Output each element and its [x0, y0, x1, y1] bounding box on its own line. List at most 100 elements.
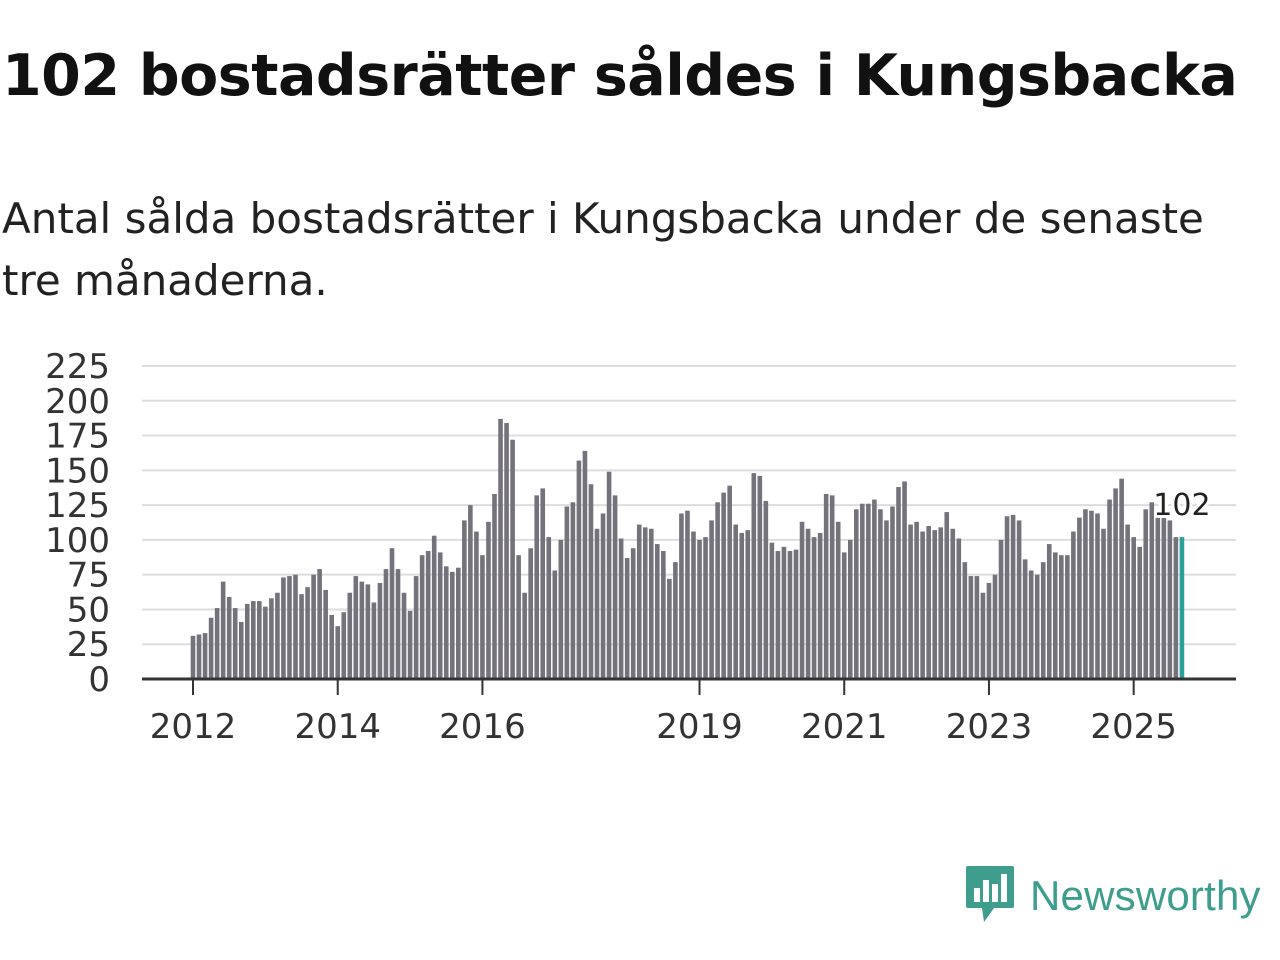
- bar: [1077, 517, 1082, 679]
- bar: [739, 532, 745, 679]
- bar: [998, 539, 1004, 679]
- bar: [281, 577, 286, 679]
- bar: [287, 576, 292, 679]
- bar: [341, 612, 347, 679]
- bar: [992, 574, 998, 679]
- chart-subtitle: Antal sålda bostadsrätter i Kungsbacka u…: [2, 194, 1204, 305]
- y-tick-label: 175: [45, 417, 110, 457]
- bar: [257, 601, 262, 679]
- bar: [956, 538, 962, 679]
- bar: [275, 592, 280, 679]
- bar: [1046, 544, 1052, 679]
- bar: [697, 539, 702, 679]
- bar: [908, 524, 913, 679]
- bar: [1010, 514, 1016, 679]
- bar-series: [190, 418, 1185, 679]
- bar: [214, 608, 220, 679]
- bar: [884, 520, 889, 679]
- bar: [329, 615, 334, 679]
- bar: [323, 589, 328, 679]
- bar: [1059, 555, 1064, 679]
- bar: [359, 581, 365, 679]
- bar: [823, 493, 829, 679]
- bar: [745, 530, 751, 679]
- bar: [709, 520, 714, 679]
- bar: [962, 562, 968, 679]
- bar: [443, 566, 449, 679]
- bar: [673, 562, 678, 679]
- bar: [353, 576, 359, 679]
- bar: [896, 487, 901, 679]
- bar: [594, 528, 600, 679]
- bar: [365, 584, 371, 679]
- bar-highlight: [1179, 537, 1185, 679]
- y-tick-label: 25: [67, 625, 110, 665]
- bar: [715, 502, 720, 679]
- bar: [721, 492, 726, 679]
- bar: [564, 506, 570, 679]
- bar: [486, 521, 491, 679]
- bar: [1137, 546, 1143, 679]
- bar: [1101, 528, 1106, 679]
- annotations: 102: [1150, 485, 1213, 526]
- bar: [932, 530, 937, 679]
- bar: [1107, 499, 1112, 679]
- bar: [293, 574, 298, 679]
- bar: [1161, 513, 1167, 679]
- bar: [974, 576, 980, 679]
- bar: [775, 551, 781, 679]
- bar: [636, 524, 642, 679]
- bar: [1125, 524, 1130, 679]
- bar: [244, 603, 250, 679]
- bar: [805, 528, 811, 679]
- chart-title: 102 bostadsrätter såldes i Kungsbacka: [2, 43, 1238, 109]
- bar: [413, 576, 419, 679]
- bar: [269, 598, 274, 679]
- bar: [456, 567, 461, 679]
- bar: [914, 521, 919, 679]
- bar: [1167, 520, 1173, 679]
- bar: [841, 552, 847, 679]
- bar: [431, 535, 437, 679]
- bar: [570, 502, 576, 679]
- bar: [311, 574, 316, 679]
- bar: [1143, 509, 1149, 679]
- bar: [540, 488, 546, 679]
- bar: [847, 539, 853, 679]
- bar: [1089, 510, 1094, 679]
- bar: [606, 471, 612, 679]
- bar: [618, 538, 624, 679]
- y-tick-label: 50: [67, 590, 110, 630]
- bar: [679, 513, 684, 679]
- bar: [799, 521, 805, 679]
- bar: [733, 524, 738, 679]
- bar: [395, 569, 401, 679]
- bar: [1040, 562, 1046, 679]
- bar: [208, 617, 214, 679]
- bar: [938, 527, 944, 679]
- bar: [926, 525, 931, 679]
- bar: [552, 570, 558, 679]
- bar: [582, 450, 588, 679]
- bar: [793, 549, 799, 679]
- bar: [811, 537, 817, 679]
- bar: [534, 495, 540, 679]
- x-tick-label: 2025: [1090, 707, 1177, 747]
- bar: [588, 484, 594, 679]
- bar: [1149, 502, 1155, 679]
- bar: [335, 626, 341, 679]
- bar: [1095, 513, 1100, 679]
- bar: [480, 555, 485, 679]
- bar: [902, 481, 907, 679]
- bar: [425, 551, 431, 679]
- bar: [667, 578, 672, 679]
- y-tick-label: 75: [67, 556, 110, 596]
- bar: [1131, 537, 1136, 679]
- brand-logo: Newsworthy: [964, 864, 1261, 928]
- bar: [498, 418, 503, 679]
- bar: [220, 581, 226, 679]
- bar: [1065, 555, 1070, 679]
- bar: [401, 592, 407, 679]
- bar: [196, 634, 202, 679]
- bar: [462, 520, 467, 679]
